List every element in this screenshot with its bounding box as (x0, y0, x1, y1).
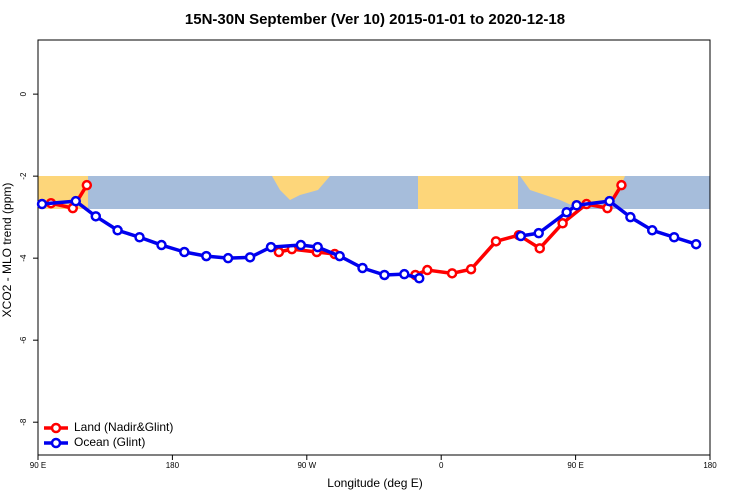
point (413, 273, 425, 284)
map-land (272, 176, 330, 200)
chart-title: 15N-30N September (Ver 10) 2015-01-01 to… (185, 11, 565, 28)
legend-marker (50, 437, 62, 449)
legend-label: Land (Nadir&Glint) (74, 420, 173, 434)
x-tick-label: 90 W (297, 461, 316, 470)
point (134, 231, 145, 243)
x-tick-label: 90 E (567, 461, 583, 470)
point (70, 195, 82, 207)
point (490, 236, 502, 247)
map-band (38, 176, 710, 209)
point (668, 231, 680, 243)
point (81, 179, 93, 191)
point (515, 230, 527, 242)
point (616, 179, 627, 191)
point (446, 268, 458, 279)
point (690, 238, 702, 250)
point (244, 252, 256, 263)
point (312, 241, 323, 253)
point (179, 246, 190, 258)
y-tick-label: 0 (19, 91, 28, 96)
point (156, 239, 167, 251)
point (534, 243, 546, 254)
x-tick-label: 180 (703, 461, 717, 470)
point (36, 198, 48, 210)
y-axis-label: XCO2 - MLO trend (ppm) (0, 183, 14, 318)
legend-marker (50, 422, 62, 434)
point (399, 268, 410, 280)
x-tick-label: 0 (439, 461, 444, 470)
point (625, 211, 636, 223)
plot-frame (37, 39, 711, 456)
legend-label: Ocean (Glint) (74, 435, 145, 449)
y-tick-label: -8 (19, 418, 28, 426)
point (557, 218, 568, 229)
x-tick-label: 90 E (30, 461, 46, 470)
point (422, 264, 433, 276)
x-axis-label: Longitude (deg E) (327, 476, 422, 490)
point (273, 246, 285, 258)
point (112, 225, 123, 236)
point (571, 200, 582, 211)
point (604, 195, 615, 207)
map-land (418, 176, 518, 209)
point (90, 211, 102, 222)
point (201, 250, 212, 262)
point (295, 239, 307, 251)
point (334, 250, 345, 262)
point (561, 206, 572, 218)
point (357, 262, 368, 274)
point (265, 241, 277, 253)
y-tick-label: -6 (19, 336, 28, 344)
point (533, 227, 544, 239)
point (222, 252, 234, 264)
y-tick-label: -4 (19, 254, 28, 262)
point (465, 263, 477, 275)
point (646, 225, 658, 236)
x-tick-label: 180 (166, 461, 180, 470)
point (379, 269, 390, 281)
y-tick-label: -2 (19, 172, 28, 180)
